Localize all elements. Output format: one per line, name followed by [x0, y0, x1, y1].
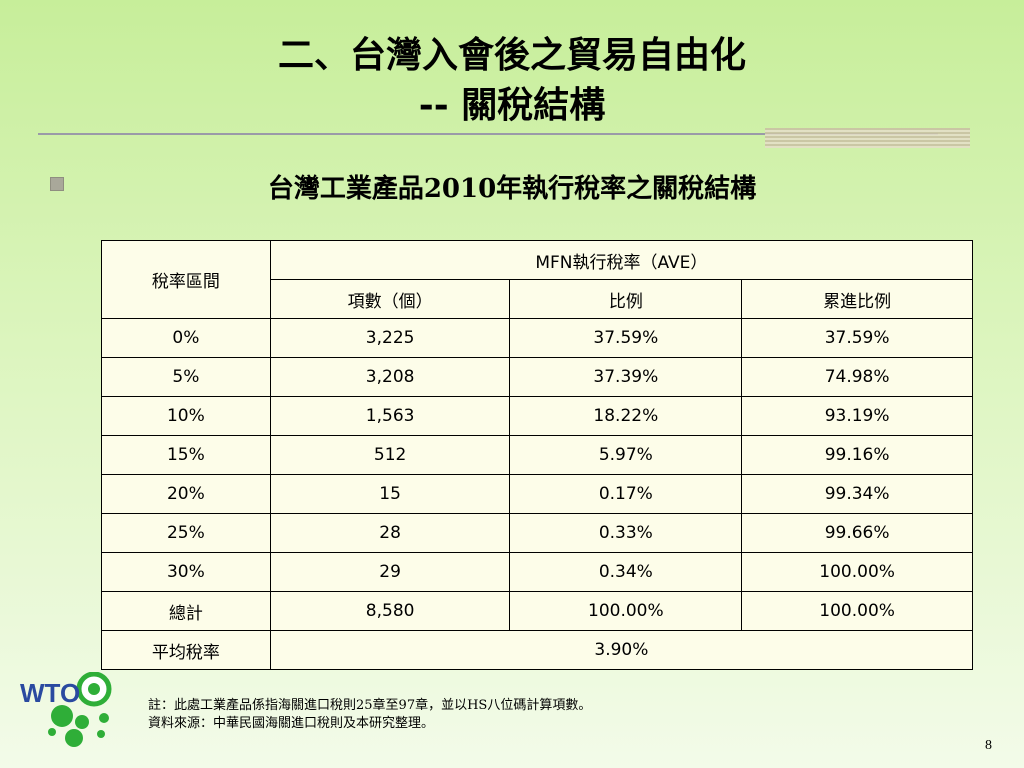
wto-logo-icon: WTO	[20, 672, 112, 747]
header-cumulative: 累進比例	[741, 279, 973, 319]
table-row: 10% 1,563 18.22% 93.19%	[101, 396, 973, 436]
cell-share: 5.97%	[509, 435, 743, 475]
cell-share: 37.59%	[509, 318, 743, 358]
logo-globe-core	[88, 683, 100, 695]
cell-share: 18.22%	[509, 396, 743, 436]
table-row: 25% 28 0.33% 99.66%	[101, 513, 973, 553]
cell-share: 100.00%	[509, 591, 743, 631]
cell-band: 總計	[101, 591, 271, 631]
slide-title-line2: -- 關稅結構	[418, 84, 606, 126]
table-row: 15% 512 5.97% 99.16%	[101, 435, 973, 475]
footnote: 註：此處工業產品係指海關進口稅則25章至97章，並以HS八位碼計算項數。 資料來…	[148, 697, 591, 733]
logo-text: WTO	[20, 678, 80, 708]
cell-count: 15	[269, 474, 511, 514]
cell-cumulative: 100.00%	[741, 591, 973, 631]
cell-band: 10%	[101, 396, 271, 436]
table-header-row: 稅率區間 MFN執行稅率（AVE）	[101, 240, 974, 319]
table-row: 0% 3,225 37.59% 37.59%	[101, 318, 973, 358]
logo-dot-small	[99, 713, 109, 723]
average-label: 平均稅率	[101, 630, 271, 670]
footnote-line1: 註：此處工業產品係指海關進口稅則25章至97章，並以HS八位碼計算項數。	[148, 698, 592, 713]
logo-dot-tiny	[97, 730, 105, 738]
cell-count: 29	[269, 552, 511, 592]
cell-count: 1,563	[269, 396, 511, 436]
cell-count: 8,580	[269, 591, 511, 631]
header-share: 比例	[509, 279, 743, 319]
cell-band: 0%	[101, 318, 271, 358]
table-row: 總計 8,580 100.00% 100.00%	[101, 591, 973, 631]
logo-dot-large	[51, 705, 73, 727]
cell-share: 37.39%	[509, 357, 743, 397]
logo-dot-lower	[65, 729, 83, 747]
cell-count: 3,208	[269, 357, 511, 397]
cell-count: 512	[269, 435, 511, 475]
cell-band: 20%	[101, 474, 271, 514]
table-subheader-row: 項數（個） 比例 累進比例	[102, 279, 973, 319]
header-band: 稅率區間	[101, 240, 271, 319]
cell-band: 30%	[101, 552, 271, 592]
footnote-line2: 資料來源：中華民國海關進口稅則及本研究整理。	[148, 716, 435, 731]
cell-cumulative: 37.59%	[741, 318, 973, 358]
cell-share: 0.33%	[509, 513, 743, 553]
cell-band: 5%	[101, 357, 271, 397]
page-number: 8	[985, 738, 992, 753]
cell-cumulative: 99.34%	[741, 474, 973, 514]
cell-cumulative: 99.66%	[741, 513, 973, 553]
cell-band: 25%	[101, 513, 271, 553]
slide-title: 二、台灣入會後之貿易自由化 -- 關稅結構	[0, 30, 1024, 130]
cell-count: 28	[269, 513, 511, 553]
logo-dot-medium	[75, 715, 89, 729]
title-divider	[38, 133, 938, 135]
slide-subtitle: 台灣工業產品2010年執行稅率之關稅結構	[267, 174, 757, 204]
cell-cumulative: 99.16%	[741, 435, 973, 475]
table-body: 0% 3,225 37.59% 37.59% 5% 3,208 37.39% 74.98% 10…	[101, 318, 973, 631]
table-row: 20% 15 0.17% 99.34%	[101, 474, 973, 514]
cell-cumulative: 74.98%	[741, 357, 973, 397]
header-group: MFN執行稅率（AVE）	[269, 240, 974, 280]
logo-dot-left	[48, 728, 56, 736]
cell-band: 15%	[101, 435, 271, 475]
cell-count: 3,225	[269, 318, 511, 358]
cell-cumulative: 100.00%	[741, 552, 973, 592]
cell-share: 0.34%	[509, 552, 743, 592]
cell-share: 0.17%	[509, 474, 743, 514]
table-row: 5% 3,208 37.39% 74.98%	[101, 357, 973, 397]
bullet-square-icon	[50, 177, 64, 191]
table-row: 30% 29 0.34% 100.00%	[101, 552, 973, 592]
tariff-table: 稅率區間 MFN執行稅率（AVE） 項數（個） 比例 累進比例 0% 3,225 3…	[101, 240, 974, 670]
title-divider-accent	[765, 128, 970, 148]
average-value: 3.90%	[269, 630, 974, 670]
average-row: 平均稅率 3.90%	[101, 630, 974, 670]
header-count: 項數（個）	[269, 279, 511, 319]
cell-cumulative: 93.19%	[741, 396, 973, 436]
slide-title-line1: 二、台灣入會後之貿易自由化	[277, 34, 746, 76]
